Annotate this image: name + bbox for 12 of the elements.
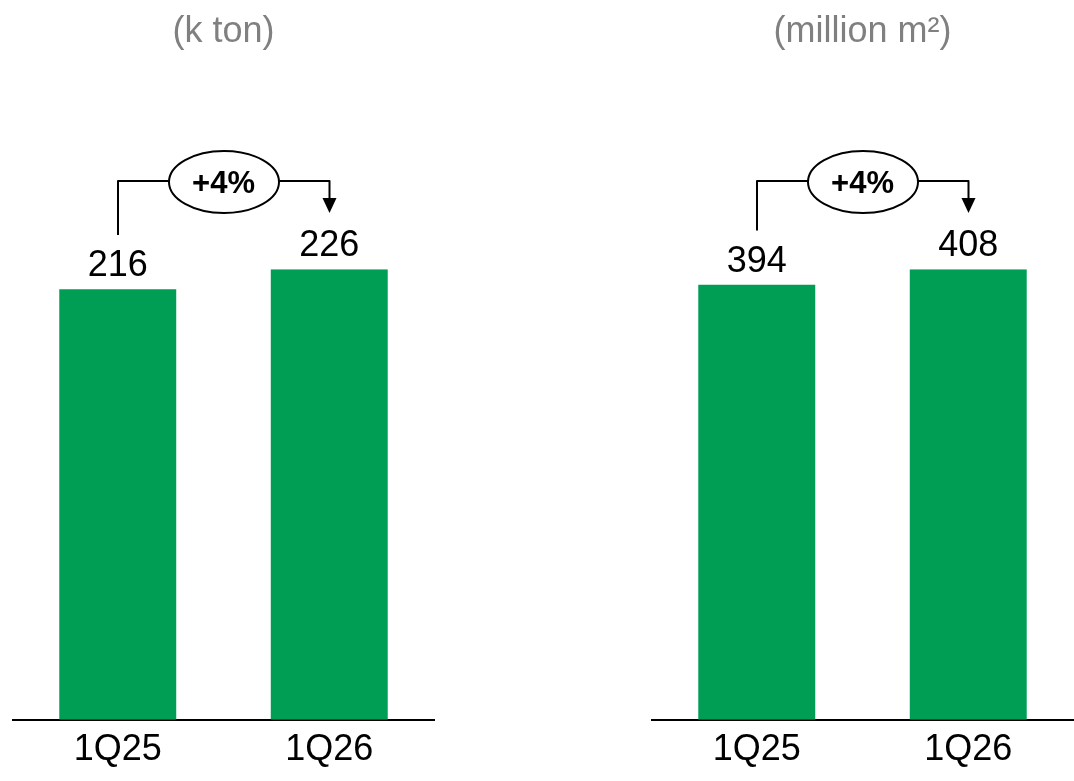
x-tick-label: 1Q25 xyxy=(73,727,162,769)
text: +4% xyxy=(192,164,255,200)
data-label: 216 xyxy=(87,243,148,285)
x-tick-label: 1Q25 xyxy=(712,727,801,769)
x-tick-label: 1Q26 xyxy=(285,727,374,769)
text: +4% xyxy=(831,164,894,200)
chart-title: (k ton) xyxy=(172,8,275,50)
x-tick-label: 1Q26 xyxy=(924,727,1013,769)
data-label: 226 xyxy=(299,223,360,265)
data-label: 394 xyxy=(726,238,787,280)
chart-title: (million m²) xyxy=(773,8,952,50)
data-label: 408 xyxy=(938,223,999,265)
